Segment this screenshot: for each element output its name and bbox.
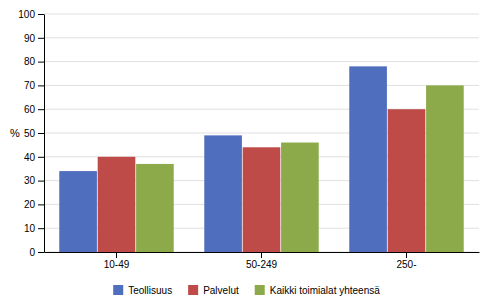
y-axis: 0 10 20 30 40 50 60 70 80 90 100 xyxy=(18,9,44,258)
legend-item: Palvelut xyxy=(188,285,239,296)
grid-line xyxy=(44,14,479,15)
tick-label: 50 xyxy=(24,128,36,139)
chart: 0 10 20 30 40 50 60 70 80 90 100 10-49 50-249 250-% Te… xyxy=(0,0,493,304)
bar-series xyxy=(136,85,464,252)
tick: 20 xyxy=(24,199,44,210)
grid xyxy=(44,14,479,252)
bar xyxy=(204,135,242,252)
tick: 10 xyxy=(24,223,44,234)
tick-mark xyxy=(116,252,117,258)
bars xyxy=(59,66,463,252)
legend-swatch xyxy=(113,285,123,295)
tick-mark xyxy=(38,181,44,182)
tick-mark xyxy=(38,109,44,110)
legend-label: Kaikki toimialat yhteensä xyxy=(270,285,380,296)
bar-series xyxy=(98,109,426,252)
tick-mark xyxy=(38,14,44,15)
tick: 100 xyxy=(18,9,44,20)
legend-item: Kaikki toimialat yhteensä xyxy=(255,285,380,296)
bar xyxy=(136,164,174,252)
legend-label: Palvelut xyxy=(203,285,239,296)
legend-item: Teollisuus xyxy=(113,285,172,296)
tick-mark xyxy=(38,228,44,229)
bar-series xyxy=(59,66,387,252)
grid-line xyxy=(44,37,479,38)
bar xyxy=(281,143,319,252)
axis-domain xyxy=(44,15,45,253)
tick-label: 30 xyxy=(24,175,36,186)
bar xyxy=(243,147,281,252)
tick-label: 80 xyxy=(24,56,36,67)
tick-label: 70 xyxy=(24,80,36,91)
tick: 40 xyxy=(24,152,44,163)
legend-swatch xyxy=(255,285,265,295)
tick: 0 xyxy=(29,247,44,258)
tick: 10-49 xyxy=(104,252,130,270)
legend-swatch xyxy=(188,285,198,295)
tick-mark xyxy=(261,252,262,258)
tick-label: 250- xyxy=(396,259,416,270)
bar xyxy=(98,157,136,252)
tick-mark xyxy=(38,85,44,86)
tick-label: 50-249 xyxy=(246,259,278,270)
tick: 70 xyxy=(24,80,44,91)
tick: 50 xyxy=(24,128,44,139)
bar xyxy=(388,109,426,252)
tick: 80 xyxy=(24,56,44,67)
tick: 250- xyxy=(396,252,416,270)
grid-line xyxy=(44,61,479,62)
tick-mark xyxy=(38,157,44,158)
plot-area: 0 10 20 30 40 50 60 70 80 90 100 10-49 50-249 250- xyxy=(18,9,479,270)
grid-line xyxy=(44,85,479,86)
y-axis-label: % xyxy=(10,127,20,139)
tick: 50-249 xyxy=(246,252,278,270)
bar xyxy=(59,171,97,252)
tick-label: 10 xyxy=(24,223,36,234)
tick: 30 xyxy=(24,175,44,186)
tick-mark xyxy=(38,62,44,63)
legend-label: Teollisuus xyxy=(128,285,172,296)
bar xyxy=(426,85,464,252)
tick-label: 90 xyxy=(24,33,36,44)
tick-mark xyxy=(406,252,407,258)
tick-label: 40 xyxy=(24,152,36,163)
tick-label: 20 xyxy=(24,199,36,210)
tick-mark xyxy=(38,133,44,134)
bar xyxy=(349,66,387,252)
tick-label: 0 xyxy=(29,247,35,258)
tick-label: 100 xyxy=(18,9,35,20)
tick-mark xyxy=(38,204,44,205)
tick: 60 xyxy=(24,104,44,115)
tick: 90 xyxy=(24,33,44,44)
tick-label: 10-49 xyxy=(104,259,130,270)
tick-mark xyxy=(38,252,44,253)
tick-mark xyxy=(38,38,44,39)
x-axis: 10-49 50-249 250- xyxy=(45,252,480,270)
legend: Teollisuus Palvelut Kaikki toimialat yhtee… xyxy=(113,285,380,296)
tick-label: 60 xyxy=(24,104,36,115)
